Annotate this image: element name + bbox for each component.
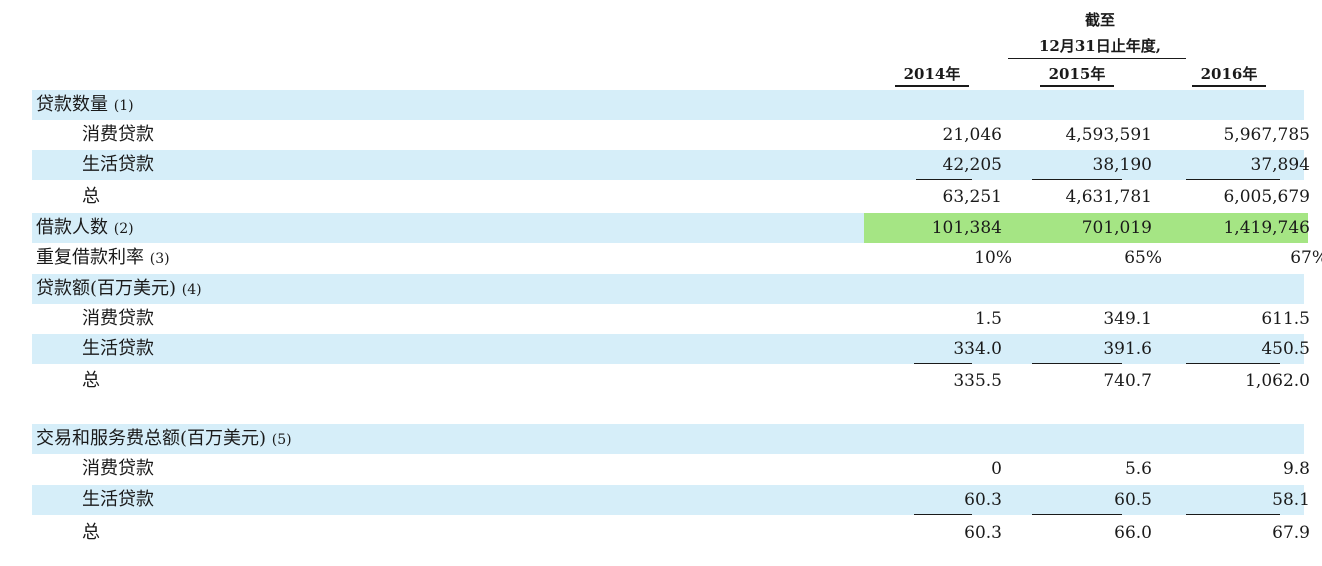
header-rule <box>1008 58 1186 59</box>
row-label: 贷款额(百万美元) (4) <box>36 278 202 299</box>
cell-2015: 349.1 <box>1103 309 1152 329</box>
row-label: 生活贷款 <box>82 338 154 359</box>
cell-2016: 1,062.0 <box>1245 371 1310 391</box>
table-row-total: 总 335.5 740.7 1,062.0 <box>32 366 1310 396</box>
row-label: 消费贷款 <box>82 124 154 145</box>
row-label: 交易和服务费总额(百万美元) (5) <box>36 428 292 449</box>
table-row-loan-count: 贷款数量 (1) <box>32 90 1304 120</box>
cell-2016: 611.5 <box>1261 309 1310 329</box>
row-label: 总 <box>82 186 100 207</box>
year-header-2015: 2015年 <box>1040 63 1114 87</box>
table-row-repeat-rate: 重复借款利率 (3) 10% 65% 67% <box>32 243 1322 273</box>
subtotal-rule <box>916 179 972 180</box>
header-year-ended: 12月31日止年度, <box>1039 37 1161 55</box>
subtotal-rule <box>1032 179 1122 180</box>
cell-2016: 450.5 <box>1261 339 1310 359</box>
row-label: 消费贷款 <box>82 458 154 479</box>
cell-2014: 0 <box>991 459 1002 479</box>
cell-2014: 334.0 <box>953 339 1002 359</box>
cell-2016: 1,419,746 <box>1223 218 1310 238</box>
cell-2015: 66.0 <box>1114 523 1152 543</box>
cell-2016: 67% <box>1290 248 1322 268</box>
row-label: 贷款数量 (1) <box>36 94 134 115</box>
cell-2014: 60.3 <box>964 490 1002 510</box>
cell-2014: 101,384 <box>931 218 1002 238</box>
cell-2015: 5.6 <box>1124 459 1152 479</box>
header-as-of: 截至 <box>1084 11 1115 29</box>
year-header-2014: 2014年 <box>895 63 969 87</box>
cell-2015: 38,190 <box>1092 155 1152 175</box>
row-label: 生活贷款 <box>82 154 154 175</box>
table-row: 生活贷款 60.3 60.5 58.1 <box>32 485 1310 515</box>
table-row-fee-total: 交易和服务费总额(百万美元) (5) <box>32 424 1304 454</box>
table-row: 消费贷款 1.5 349.1 611.5 <box>32 304 1310 334</box>
cell-2014: 63,251 <box>942 187 1002 207</box>
row-label: 消费贷款 <box>82 308 154 329</box>
subtotal-rule <box>1032 363 1122 364</box>
table-row-total: 总 60.3 66.0 67.9 <box>32 518 1310 548</box>
table-row-loan-amount: 贷款额(百万美元) (4) <box>32 274 1304 304</box>
cell-2014: 1.5 <box>974 309 1002 329</box>
subtotal-rule <box>914 363 972 364</box>
subtotal-rule <box>1186 514 1280 515</box>
cell-2015: 60.5 <box>1114 490 1152 510</box>
row-label: 重复借款利率 (3) <box>36 247 170 268</box>
table-row-borrowers: 借款人数 (2) 101,384 701,019 1,419,746 <box>32 213 1310 243</box>
table-row: 消费贷款 21,046 4,593,591 5,967,785 <box>32 120 1310 150</box>
cell-2014: 21,046 <box>942 125 1002 145</box>
cell-2014: 42,205 <box>942 155 1002 175</box>
cell-2015: 4,631,781 <box>1065 187 1152 207</box>
cell-2015: 701,019 <box>1081 218 1152 238</box>
cell-2015: 4,593,591 <box>1065 125 1152 145</box>
table-row-total: 总 63,251 4,631,781 6,005,679 <box>32 182 1310 212</box>
cell-2014: 60.3 <box>964 523 1002 543</box>
cell-2015: 65% <box>1124 248 1162 268</box>
cell-2016: 58.1 <box>1272 490 1310 510</box>
table-row: 消费贷款 0 5.6 9.8 <box>32 454 1310 484</box>
value-highlight <box>864 213 1308 243</box>
subtotal-rule <box>1186 363 1280 364</box>
table-row: 生活贷款 42,205 38,190 37,894 <box>32 150 1310 180</box>
row-label: 借款人数 (2) <box>36 217 134 238</box>
cell-2016: 5,967,785 <box>1223 125 1310 145</box>
table-row: 生活贷款 334.0 391.6 450.5 <box>32 334 1310 364</box>
cell-2016: 37,894 <box>1250 155 1310 175</box>
subtotal-rule <box>1186 179 1280 180</box>
cell-2014: 335.5 <box>953 371 1002 391</box>
cell-2014: 10% <box>974 248 1012 268</box>
cell-2016: 6,005,679 <box>1223 187 1310 207</box>
cell-2016: 9.8 <box>1282 459 1310 479</box>
cell-2015: 391.6 <box>1103 339 1152 359</box>
cell-2015: 740.7 <box>1103 371 1152 391</box>
row-label: 总 <box>82 522 100 543</box>
subtotal-rule <box>914 514 972 515</box>
row-label: 总 <box>82 370 100 391</box>
row-label: 生活贷款 <box>82 489 154 510</box>
subtotal-rule <box>1032 514 1122 515</box>
cell-2016: 67.9 <box>1272 523 1310 543</box>
year-header-2016: 2016年 <box>1192 63 1266 87</box>
